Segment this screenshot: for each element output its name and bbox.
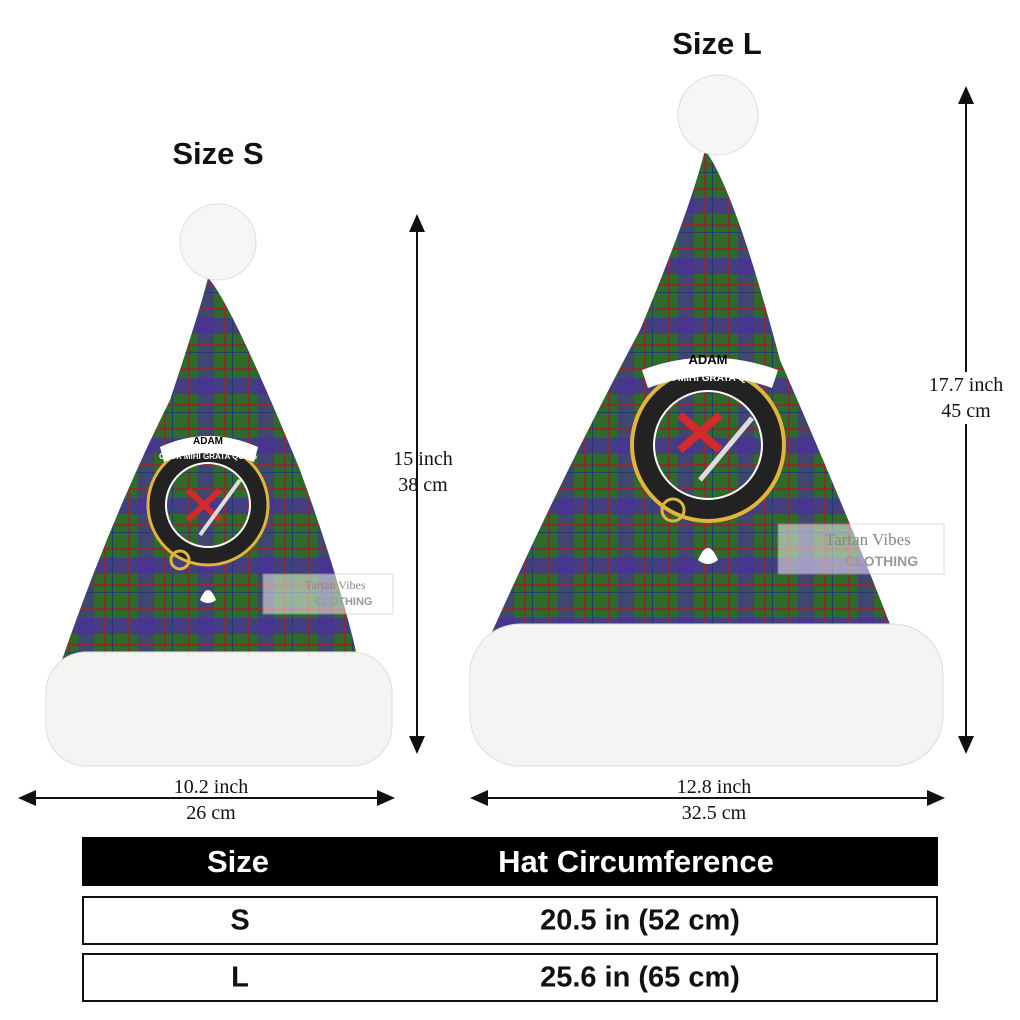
header-hat-circumference: Hat Circumference <box>498 843 774 879</box>
row-s-circumference: 20.5 in (52 cm) <box>540 904 740 936</box>
crest-large-motto: CRUX MIHI GRATA QUIES <box>646 373 770 384</box>
width-small-label: 10.2 inch 26 cm <box>174 774 248 826</box>
header-size: Size <box>206 843 270 879</box>
watermark-large <box>777 523 945 575</box>
height-small-in: 15 inch <box>393 448 453 470</box>
hat-large <box>469 74 945 767</box>
hat-small <box>45 203 394 767</box>
width-large-in: 12.8 inch <box>676 776 752 798</box>
hat-small-pompom <box>179 203 257 281</box>
row-s-size: S <box>230 904 250 936</box>
height-large-in: 17.7 inch <box>928 374 1004 396</box>
width-small-in: 10.2 inch <box>173 776 249 798</box>
row-l-size: L <box>231 961 249 993</box>
crest-small-name: ADAM <box>193 436 223 447</box>
height-small-cm: 38 cm <box>398 474 448 496</box>
crest-small-motto: CRUX MIHI GRATA QUIES <box>158 452 258 461</box>
crest-large-name: ADAM <box>688 352 728 367</box>
height-large-label: 17.7 inch 45 cm <box>928 372 1004 424</box>
hat-large-fur-band <box>469 623 944 767</box>
width-small-cm: 26 cm <box>186 802 236 824</box>
crest-small <box>146 436 270 603</box>
watermark-large-line1: Tartan Vibes <box>825 530 911 549</box>
hat-small-fur-band <box>45 651 393 767</box>
watermark-large-line2: CLOTHING <box>845 553 919 569</box>
row-l-circumference: 25.6 in (65 cm) <box>540 961 740 993</box>
table-row: S 20.5 in (52 cm) <box>82 896 938 945</box>
width-large-label: 12.8 inch 32.5 cm <box>677 774 751 826</box>
size-s-title: Size S <box>172 136 264 171</box>
size-l-title: Size L <box>672 26 762 61</box>
width-large-cm: 32.5 cm <box>681 802 747 824</box>
height-large-cm: 45 cm <box>941 400 991 422</box>
watermark-small <box>262 573 394 615</box>
hat-large-pompom <box>677 74 759 156</box>
height-small-label: 15 inch 38 cm <box>393 446 452 498</box>
watermark-small-line1: Tartan Vibes <box>305 578 366 592</box>
crest-large <box>630 357 786 564</box>
table-row: L 25.6 in (65 cm) <box>82 953 938 1002</box>
watermark-small-line2: CLOTHING <box>315 596 373 608</box>
size-table-header: Size Hat Circumference <box>82 837 938 886</box>
